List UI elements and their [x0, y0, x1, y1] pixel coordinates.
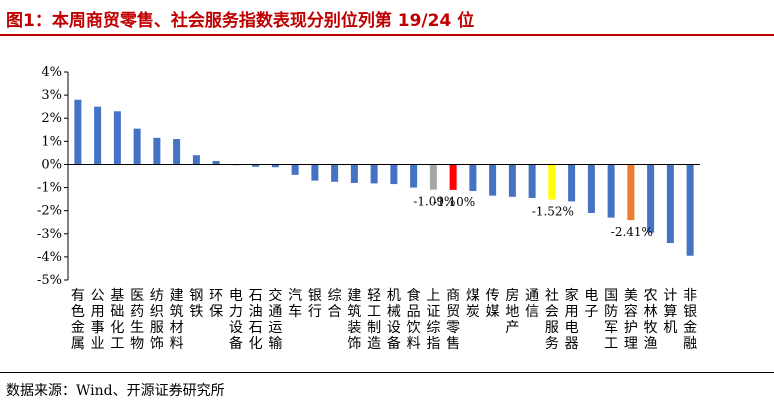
- figure-title: 图1：本周商贸零售、社会服务指数表现分别位列第 19/24 位: [6, 11, 475, 31]
- x-category-label: 钢铁: [189, 288, 203, 320]
- x-category-label: 家用电器: [565, 287, 579, 352]
- x-category-label: 美容护理: [624, 288, 638, 352]
- category-labels: 有色金属公用事业基础化工医药生物纺织服饰建筑材料钢铁环保电力设备石油石化交通运输…: [71, 287, 697, 352]
- bar: [331, 164, 339, 182]
- x-category-label: 计算机: [663, 288, 677, 336]
- y-tick-label: -3%: [37, 227, 62, 242]
- bar: [528, 164, 536, 198]
- y-axis: 4% 3% 2% 1% 0% -1% -2% -3% -4% -5%: [37, 65, 69, 288]
- bar: [192, 155, 200, 165]
- x-category-label: 上证综指: [426, 288, 440, 352]
- x-category-label: 传媒: [486, 288, 500, 320]
- x-category-label: 食品饮料: [407, 287, 421, 352]
- bar: [410, 164, 418, 188]
- x-category-label: 交通运输: [268, 287, 282, 352]
- footer-rule: [0, 372, 774, 373]
- bar: [153, 137, 161, 165]
- x-category-label: 环保: [209, 288, 223, 320]
- x-category-label: 银行: [308, 288, 322, 320]
- bar: [212, 160, 220, 165]
- bar: [587, 164, 595, 213]
- x-category-label: 有色金属: [71, 288, 85, 352]
- bar: [370, 164, 378, 184]
- data-label: -1.52%: [532, 205, 574, 219]
- bar: [568, 164, 576, 202]
- bar: [647, 164, 655, 233]
- bars: [74, 99, 694, 256]
- x-category-label: 电力设备: [229, 288, 243, 352]
- x-category-label: 公用事业: [91, 288, 105, 352]
- bar: [449, 164, 457, 190]
- bar: [291, 164, 299, 175]
- y-tick-label: 3%: [41, 88, 62, 103]
- bar: [627, 164, 635, 221]
- data-label: -1.10%: [433, 195, 475, 209]
- bar: [548, 164, 556, 200]
- bar: [350, 164, 358, 183]
- data-label: -2.41%: [611, 225, 653, 239]
- x-category-label: 汽车: [288, 288, 302, 320]
- bar-chart: 4% 3% 2% 1% 0% -1% -2% -3% -4% -5% 有色金属公用事业基础化工医药…: [37, 65, 700, 352]
- bar: [607, 164, 615, 218]
- x-category-label: 农林牧渔: [644, 288, 658, 352]
- y-tick-label: 1%: [41, 134, 62, 149]
- bar: [271, 164, 279, 168]
- y-tick-label: 2%: [41, 111, 62, 126]
- x-category-label: 商贸零售: [446, 288, 460, 352]
- bar: [113, 111, 121, 165]
- bar: [173, 139, 181, 165]
- bar: [469, 164, 477, 192]
- bar: [94, 106, 102, 165]
- bar: [311, 164, 319, 181]
- bar: [252, 164, 260, 167]
- x-category-label: 基础化工: [110, 287, 124, 352]
- x-category-label: 电子: [584, 288, 598, 320]
- x-category-label: 建筑装饰: [347, 288, 361, 352]
- x-category-label: 社会服务: [545, 288, 559, 352]
- x-category-label: 房地产: [505, 288, 519, 336]
- title-bar: 图1：本周商贸零售、社会服务指数表现分别位列第 19/24 位: [0, 0, 774, 36]
- bar: [489, 164, 497, 196]
- bar: [666, 164, 674, 244]
- bar: [508, 164, 516, 197]
- bar: [429, 164, 437, 190]
- x-category-label: 石油石化: [249, 288, 263, 352]
- x-category-label: 纺织服饰: [150, 288, 164, 352]
- x-category-label: 医药生物: [130, 288, 144, 352]
- x-category-label: 综合: [328, 288, 342, 320]
- y-tick-label: -4%: [37, 250, 62, 265]
- bar: [686, 164, 694, 256]
- x-category-label: 通信: [525, 288, 539, 320]
- x-category-label: 非银金融: [683, 288, 697, 352]
- source-note: 数据来源：Wind、开源证券研究所: [6, 383, 225, 399]
- x-category-label: 煤炭: [466, 288, 480, 320]
- x-category-label: 轻工制造: [367, 288, 381, 352]
- y-tick-label: -5%: [37, 273, 62, 288]
- bar: [74, 99, 82, 165]
- data-labels: -1.09%-1.10% -1.52% -2.41%: [413, 195, 653, 240]
- bar: [133, 128, 141, 165]
- data-label: -1.09%: [413, 195, 455, 209]
- y-tick-label: -1%: [37, 181, 62, 196]
- x-category-label: 国防军工: [604, 288, 618, 352]
- y-tick-label: 4%: [41, 65, 62, 80]
- bar: [390, 164, 398, 185]
- y-tick-label: -2%: [37, 204, 62, 219]
- x-category-label: 建筑材料: [170, 288, 184, 352]
- y-tick-label: 0%: [41, 157, 62, 172]
- x-category-label: 机械设备: [387, 288, 401, 352]
